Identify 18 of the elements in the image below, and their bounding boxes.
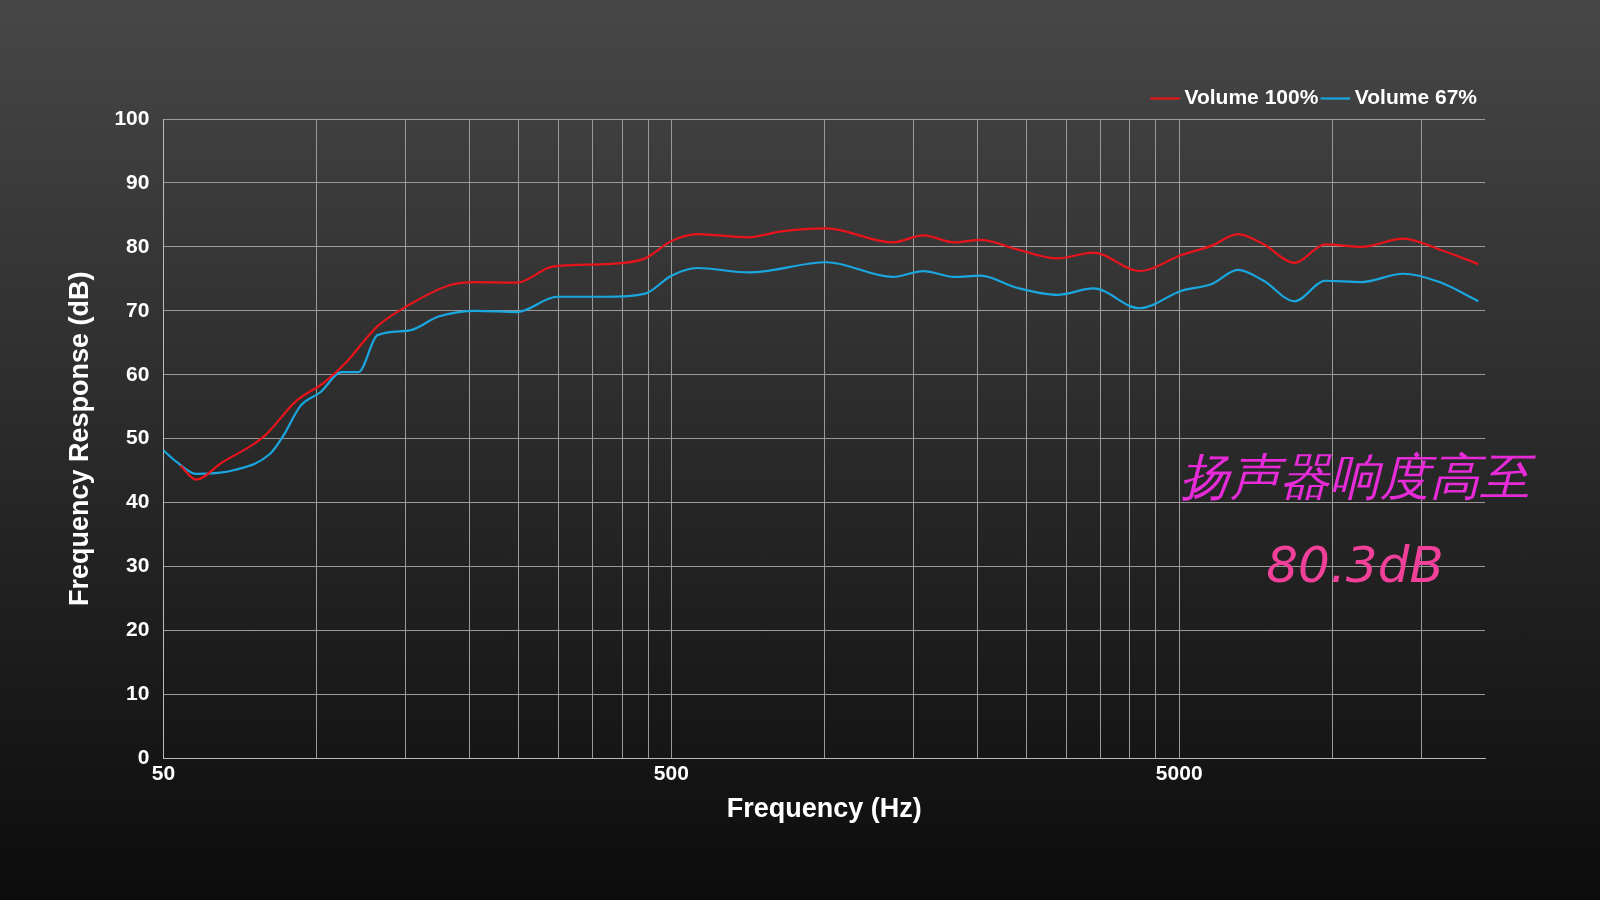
x-axis-title: Frequency (Hz) [726,793,922,824]
x-tick-label: 50 [151,760,176,784]
x-tick-label: 500 [653,760,689,784]
y-tick-label: 70 [126,297,150,321]
y-tick-label: 40 [126,489,150,513]
y-tick-label: 50 [126,425,150,449]
y-tick-label: 0 [137,745,150,769]
y-tick-label: 80 [126,233,150,257]
y-tick-label: 90 [126,169,150,193]
x-tick-label: 5000 [1155,760,1203,784]
legend-label: Volume 67% [1354,85,1478,109]
y-tick-label: 100 [114,105,150,129]
legend-label: Volume 100% [1184,85,1319,109]
y-tick-label: 60 [126,361,150,385]
y-tick-label: 30 [126,553,150,577]
y-tick-label: 20 [126,617,150,641]
y-tick-label: 10 [126,681,150,705]
y-axis-title: Frequency Response (dB) [63,271,94,606]
